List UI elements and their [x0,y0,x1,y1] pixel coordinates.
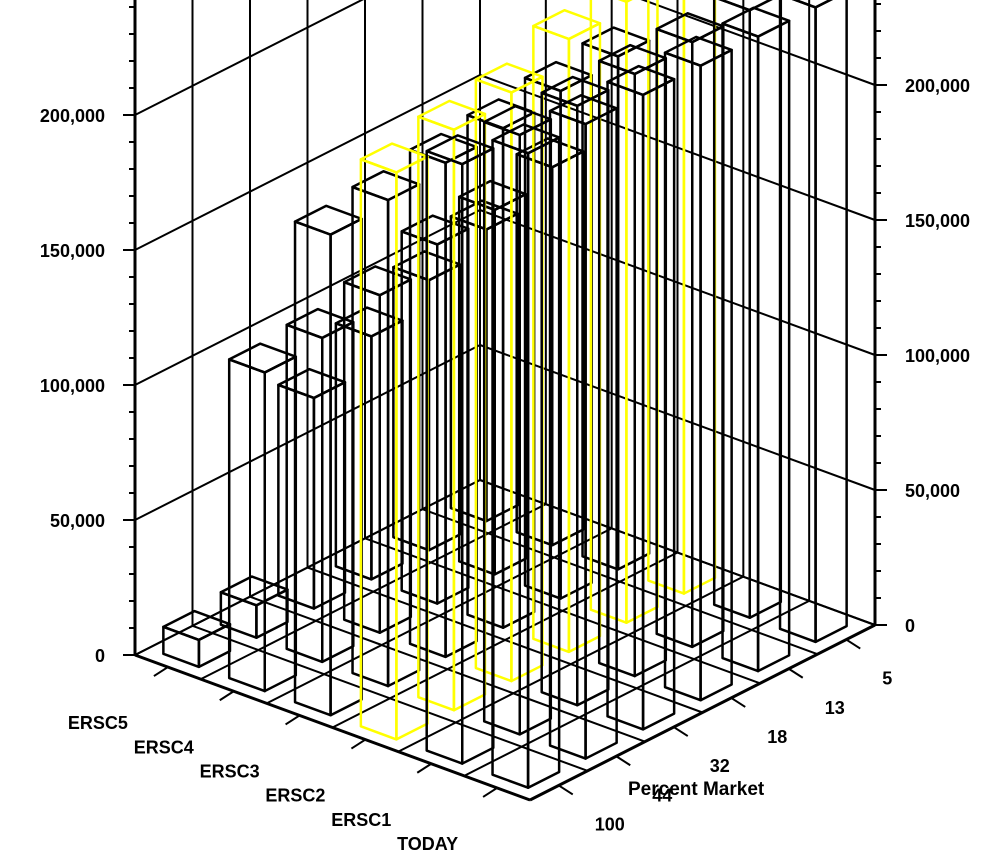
bar-face-left [778,0,817,644]
bar [491,123,561,789]
bar-face-left [663,51,702,702]
bar [663,35,733,702]
z-tick-label-left: 200,000 [40,106,105,126]
bar-face-left [548,109,587,760]
labels: Percent Market 0 0 50,000 50,000 100,000 100,… [40,76,970,854]
bar-face-left [589,0,628,624]
bar-face-left [712,0,751,619]
bar-face-left [540,91,579,707]
bar [712,0,783,619]
z-tick-label-right: 200,000 [905,76,970,96]
bar [589,0,659,624]
bar-face-left [597,59,636,678]
floor-grid-line [422,508,818,656]
depth-axis [529,623,876,802]
bar-face-left [606,80,645,731]
floor-grid-line [192,624,588,772]
bar-face-left [721,22,760,673]
z-tick-label-right: 150,000 [905,211,970,231]
bar-face-left [351,185,390,688]
bar-face-left [277,383,316,610]
z-tick-label-right: 100,000 [905,346,970,366]
bar-face-left [285,323,324,664]
x-tick [416,762,432,774]
bar-face-left [227,358,266,693]
depth-tick [845,638,861,650]
bar-face-left [425,149,464,765]
z-tick-label-right: 50,000 [905,481,960,501]
bar-face-left [466,113,505,629]
x-tick [482,787,498,798]
bar [417,99,487,712]
depth-tick-label: 5 [882,669,892,689]
bar [532,8,602,654]
depth-tick-label: 32 [710,756,730,776]
bar-face-left [162,625,201,669]
bar-face-left [334,322,373,581]
z-tick-label-left: 100,000 [40,376,105,396]
bar-face-right [691,25,725,649]
depth-tick [673,726,689,737]
bar-face-left [491,138,530,789]
depth-tick [730,697,746,708]
bar [162,609,232,669]
bar-face-left [392,265,431,552]
bar-face-left [532,24,571,654]
x-tick-label: ERSC1 [331,810,391,830]
bar [647,0,717,595]
z-tick-label-left: 150,000 [40,241,105,261]
z-tick-label-right: 0 [905,616,915,636]
depth-tick-label: 18 [767,727,787,747]
depth-tick-label: 100 [595,814,625,834]
x-tick-label: ERSC3 [200,761,260,781]
bar-face-right [748,0,783,619]
bar-face-right [814,0,848,644]
x-tick-label: TODAY [397,834,458,854]
depth-axis-title: Percent Market [628,779,765,800]
x-tick [153,666,169,677]
bar-face-left [581,42,620,571]
depth-tick [558,784,574,796]
bar [606,64,676,731]
bar [548,94,618,760]
bar [474,62,544,683]
bar-face-right [321,320,355,664]
depth-tick-label: 13 [825,698,845,718]
bar-face-left [523,76,562,600]
depth-tick [615,755,631,767]
bar-face-left [474,78,513,683]
bar [778,0,848,644]
bar-face-left [417,115,456,712]
x-tick [285,714,301,726]
bar-face-left [400,230,439,605]
bar-face-left [219,591,258,639]
bar-face-left [655,27,694,649]
bar-face-right [756,19,791,673]
bar [721,6,791,673]
bar-face-left [293,220,332,717]
bar-face-left [342,280,381,634]
floor-grid-line [307,566,703,714]
floor-grid-line [364,537,761,685]
depth-tick-label: 44 [652,785,672,805]
z-tick-label-left: 0 [95,646,105,666]
bar-face-right [263,355,298,693]
x-tick [219,690,235,702]
x-tick [350,738,366,750]
bars [162,0,848,789]
bar-face-left [647,0,686,595]
bar-face-left [359,158,398,741]
x-axis [134,653,531,802]
x-tick-label: ERSC4 [134,737,194,757]
floor-grid-line [249,595,646,743]
depth-tick [788,667,804,679]
bar-face-left [457,195,496,576]
x-tick-label: ERSC5 [68,713,128,733]
bar-face-left [482,120,521,736]
x-tick-label: ERSC2 [265,786,325,806]
z-tick-label-left: 50,000 [50,511,105,531]
